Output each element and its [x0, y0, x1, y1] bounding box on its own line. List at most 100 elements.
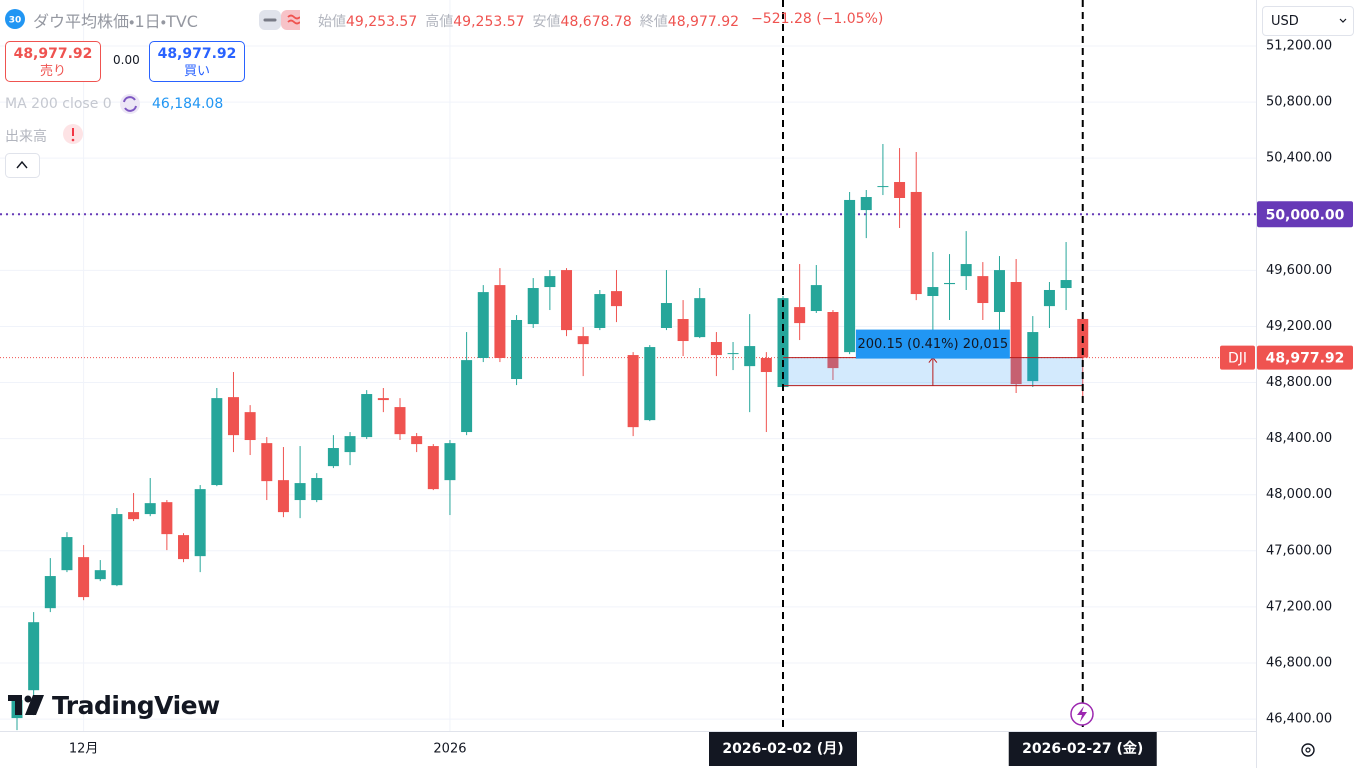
ohlc-legend: 始値49,253.57 高値49,253.57 安値48,678.78 終値48… — [318, 11, 883, 31]
symbol-badge-text: 30 — [9, 16, 22, 26]
candle-body — [561, 270, 573, 331]
candle-body — [477, 292, 489, 358]
candle-body — [610, 291, 622, 307]
date-marker-box — [709, 732, 857, 766]
candle-body — [427, 446, 439, 490]
y-tick-label: 48,000.00 — [1266, 487, 1332, 502]
header-icons: 30 — [5, 9, 300, 30]
candle-body — [94, 570, 106, 580]
legend-icons — [5, 94, 140, 178]
candle-body — [461, 360, 473, 433]
candle-body — [977, 276, 989, 304]
candle-body — [627, 355, 639, 428]
last-price-box — [1257, 345, 1353, 370]
y-tick-label: 46,800.00 — [1266, 655, 1332, 670]
indicator-name[interactable]: 出来高 — [5, 129, 47, 145]
candle-body — [261, 443, 273, 482]
ohlc-label: 終値 — [639, 14, 668, 30]
candle-body — [178, 535, 190, 560]
sell-button[interactable]: 48,977.92 売り — [5, 41, 101, 82]
y-tick-label: 49,600.00 — [1266, 263, 1332, 278]
volume-alert-dot — [71, 138, 75, 142]
x-tick-label: 12月 — [69, 742, 99, 757]
date-marker-box — [1008, 732, 1157, 766]
candle-body — [444, 443, 456, 481]
candle-body — [677, 319, 689, 342]
ohlc-label: 安値 — [532, 14, 561, 30]
indicator-value: 46,184.08 — [152, 96, 224, 112]
candle-body — [727, 353, 739, 355]
candle-body — [810, 285, 822, 312]
candle-body — [394, 407, 406, 435]
candle-body — [744, 346, 756, 367]
ma-icon — [123, 96, 137, 112]
candle-body — [194, 489, 206, 557]
candle-body — [1043, 289, 1055, 307]
candle-body — [660, 303, 672, 328]
candle-body — [594, 294, 606, 328]
currency-select[interactable]: USD — [1262, 6, 1354, 36]
ohlc-value: 48,678.78 — [560, 14, 632, 30]
date-marker-label: 2026-02-27 (金) — [1022, 740, 1143, 757]
y-tick-label: 46,400.00 — [1266, 712, 1332, 727]
y-tick-label: 48,400.00 — [1266, 431, 1332, 446]
buy-button[interactable]: 48,977.92 買い — [149, 41, 245, 82]
ohlc-value: 49,253.57 — [453, 14, 525, 30]
y-tick-label: 49,200.00 — [1266, 319, 1332, 334]
candle-body — [827, 312, 839, 369]
candle-body — [860, 197, 872, 211]
candle-body — [1060, 280, 1072, 289]
series-label: DJI — [1228, 351, 1247, 367]
ohlc-label: 高値 — [425, 14, 454, 30]
candle-body — [844, 199, 856, 353]
y-tick-label: 47,600.00 — [1266, 543, 1332, 558]
candle-body — [311, 478, 323, 501]
candle-body — [11, 700, 23, 719]
candle-body — [877, 186, 889, 188]
candle-body — [794, 307, 806, 324]
date-marker-label: 2026-02-02 (月) — [722, 741, 843, 757]
candle-body — [377, 398, 389, 401]
candle-body — [244, 412, 256, 441]
y-tick-label: 51,200.00 — [1266, 38, 1332, 53]
series-label-box — [1220, 345, 1255, 370]
candle-body — [544, 276, 556, 288]
candle-body — [494, 285, 506, 358]
candle-body — [44, 576, 56, 609]
candle-body — [1010, 281, 1022, 385]
candle-body — [327, 448, 339, 467]
candle-body — [694, 298, 706, 338]
price-axis-bg — [1256, 0, 1359, 768]
candle-body — [78, 557, 90, 598]
candle-body — [361, 394, 373, 438]
ohlc-value: 48,977.92 — [667, 14, 740, 30]
candle-body — [894, 182, 906, 198]
indicator-name[interactable]: MA 200 close 0 — [5, 96, 112, 112]
y-tick-label: 50,800.00 — [1266, 95, 1332, 110]
price-change: −521.28 (−1.05%) — [751, 11, 884, 27]
logo-text: TradingView — [52, 691, 220, 720]
candle-body — [61, 537, 73, 571]
symbol-title[interactable]: ダウ平均株価・1日・TVC — [33, 12, 198, 31]
candle-body — [227, 397, 239, 436]
candle-body — [294, 483, 306, 501]
currency-label: USD — [1271, 14, 1299, 29]
sell-label: 売り — [39, 64, 66, 79]
x-tick-label: 2026 — [433, 742, 466, 757]
candle-body — [511, 319, 523, 380]
buy-price: 48,977.92 — [157, 46, 237, 62]
candle-body — [960, 264, 972, 277]
candle-body — [910, 191, 922, 295]
collapse-button[interactable] — [5, 153, 40, 178]
candle-body — [944, 282, 956, 285]
candle-body — [411, 436, 423, 445]
alert-label: 50,000.00 — [1266, 207, 1345, 223]
ohlc-value: 49,253.57 — [346, 14, 418, 30]
measure-label-box — [855, 329, 1010, 359]
candle-body — [527, 288, 539, 325]
candle-body — [161, 502, 173, 535]
candle-body — [993, 270, 1005, 313]
symbol-badge — [5, 9, 25, 29]
